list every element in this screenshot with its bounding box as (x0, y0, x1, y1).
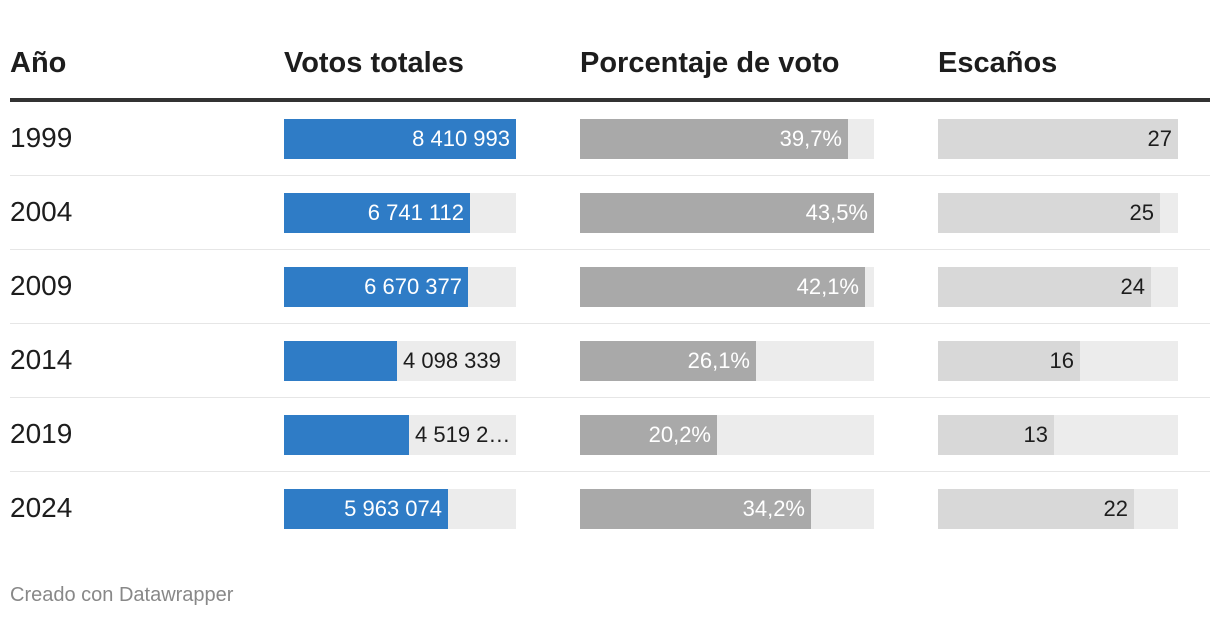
table-row: 2014 4 098 339 26,1% 16 (10, 324, 1210, 398)
votes-bar-track: 8 410 993 (284, 119, 516, 159)
percentage-label: 39,7% (779, 126, 842, 151)
seats-bar (938, 341, 1080, 381)
percentage-bar-track: 43,5% (580, 193, 874, 233)
percentage-label: 26,1% (687, 348, 750, 373)
percentage-label: 42,1% (796, 274, 859, 299)
percentage-bar-track: 26,1% (580, 341, 874, 381)
seats-bar (938, 119, 1178, 159)
percentage-label: 43,5% (805, 200, 868, 225)
seats-bar-track: 25 (938, 193, 1178, 233)
percentage-bar (580, 267, 865, 307)
votes-bar (284, 341, 397, 381)
seats-bar-track: 22 (938, 489, 1178, 529)
votes-bar (284, 267, 468, 307)
header-year: Año (10, 47, 67, 79)
table-body: 1999 8 410 993 39,7% 27 2004 6 741 112 43,5% 25… (10, 102, 1210, 545)
header-seats: Escaños (938, 47, 1058, 79)
year-cell: 2004 (10, 196, 73, 227)
votes-label: 6 741 112 (367, 200, 464, 225)
table-header: Año Votos totales Porcentaje de voto Esc… (10, 0, 1210, 102)
seats-label: 13 (1023, 422, 1048, 447)
percentage-bar (580, 193, 874, 233)
votes-bar (284, 415, 409, 455)
votes-bar-track: 5 963 074 (284, 489, 516, 529)
results-table: Año Votos totales Porcentaje de voto Esc… (10, 0, 1210, 545)
percentage-bar-track: 42,1% (580, 267, 874, 307)
table-row: 1999 8 410 993 39,7% 27 (10, 102, 1210, 176)
seats-label: 24 (1120, 274, 1145, 299)
percentage-label: 34,2% (742, 496, 805, 521)
header-percentage: Porcentaje de voto (580, 47, 840, 79)
seats-label: 25 (1129, 200, 1154, 225)
table-row: 2009 6 670 377 42,1% 24 (10, 250, 1210, 324)
percentage-bar (580, 119, 848, 159)
seats-bar (938, 489, 1134, 529)
percentage-bar-track: 34,2% (580, 489, 874, 529)
votes-bar (284, 193, 470, 233)
year-cell: 1999 (10, 122, 73, 153)
votes-label: 6 670 377 (364, 274, 462, 299)
percentage-bar-track: 20,2% (580, 415, 874, 455)
seats-bar-track: 16 (938, 341, 1178, 381)
year-cell: 2009 (10, 270, 73, 301)
year-cell: 2014 (10, 344, 73, 375)
seats-bar (938, 193, 1160, 233)
seats-bar-track: 24 (938, 267, 1178, 307)
votes-bar (284, 119, 516, 159)
votes-bar (284, 489, 448, 529)
votes-bar-track: 6 670 377 (284, 267, 516, 307)
table-row: 2024 5 963 074 34,2% 22 (10, 472, 1210, 545)
votes-bar-track: 6 741 112 (284, 193, 516, 233)
header-votes: Votos totales (284, 47, 464, 79)
table-row: 2019 4 519 2… 20,2% 13 (10, 398, 1210, 472)
year-cell: 2019 (10, 418, 73, 449)
percentage-bar-track: 39,7% (580, 119, 874, 159)
votes-label: 5 963 074 (344, 496, 442, 521)
percentage-label: 20,2% (648, 422, 711, 447)
votes-bar-track: 4 098 339 (284, 341, 516, 381)
seats-label: 16 (1049, 348, 1074, 373)
seats-bar (938, 415, 1054, 455)
percentage-bar (580, 415, 717, 455)
credit-text: Creado con Datawrapper (10, 584, 234, 606)
percentage-bar (580, 341, 756, 381)
seats-label: 22 (1103, 496, 1128, 521)
votes-bar-track: 4 519 2… (284, 415, 516, 455)
seats-bar-track: 27 (938, 119, 1178, 159)
votes-label: 4 519 2… (415, 422, 511, 447)
votes-label: 8 410 993 (412, 126, 510, 151)
percentage-bar (580, 489, 811, 529)
votes-label: 4 098 339 (403, 348, 501, 373)
table-row: 2004 6 741 112 43,5% 25 (10, 176, 1210, 250)
seats-bar (938, 267, 1151, 307)
seats-bar-track: 13 (938, 415, 1178, 455)
seats-label: 27 (1147, 126, 1172, 151)
year-cell: 2024 (10, 492, 73, 523)
